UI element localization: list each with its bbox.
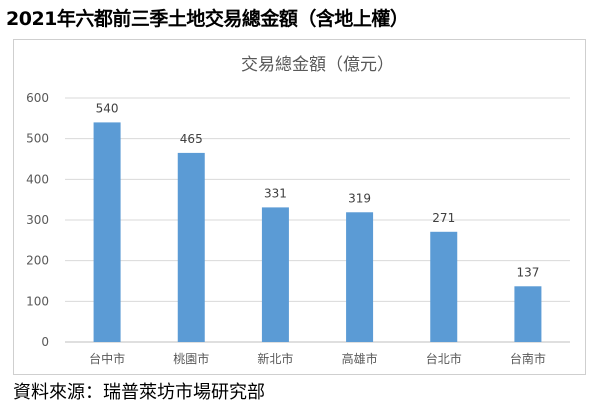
y-tick-label: 0 [41,335,49,349]
bar [177,152,205,342]
bar-chart: 交易總金額（億元） 0 100 200 300 400 500 600 540 台中市 465 桃園市… [26,55,570,366]
bar [514,286,542,342]
bar [93,122,121,343]
data-label: 465 [180,132,203,146]
page-title: 2021年六都前三季土地交易總金額（含地上權） [6,8,409,30]
data-label: 137 [516,265,539,279]
data-label: 331 [264,186,287,200]
x-tick-label: 台中市 [89,351,125,366]
bar [261,207,289,342]
x-tick-label: 台南市 [510,351,546,366]
data-label: 319 [348,191,371,205]
x-tick-label: 桃園市 [173,351,209,366]
x-tick-label: 新北市 [257,351,293,366]
chart-panel: 交易總金額（億元） 0 100 200 300 400 500 600 540 台中市 465 桃園市… [13,39,586,375]
chart-title: 交易總金額（億元） [241,55,394,75]
x-tick-label: 台北市 [426,351,462,366]
source-note: 資料來源：瑞普萊坊市場研究部 [13,382,265,403]
y-tick-label: 600 [26,91,49,105]
y-tick-label: 200 [26,254,49,268]
bar [346,212,374,342]
data-label: 271 [432,211,455,225]
y-tick-label: 400 [26,172,49,186]
bar [430,231,458,342]
y-tick-label: 300 [26,213,49,227]
y-tick-label: 100 [26,294,49,308]
y-tick-label: 500 [26,132,49,146]
data-label: 540 [96,101,119,115]
x-tick-label: 高雄市 [342,351,378,366]
